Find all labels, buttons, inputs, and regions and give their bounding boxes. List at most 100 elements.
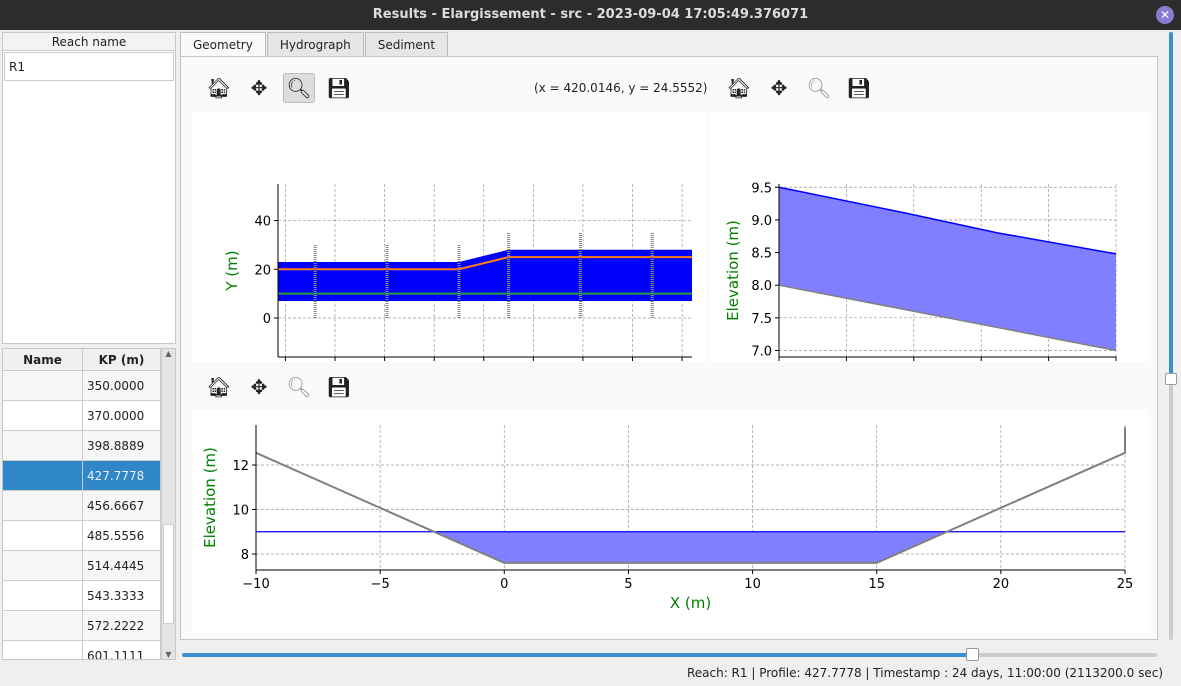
y-tick-label: 0 [263,312,271,327]
table-row[interactable]: 485.5556 [3,521,175,551]
reach-item[interactable]: R1 [4,52,174,81]
status-bar: Reach: R1 | Profile: 427.7778 | Timestam… [686,666,1163,680]
x-tick-label: 20 [993,577,1010,592]
cell-name[interactable] [3,371,83,400]
save-icon[interactable]: 💾︎ [326,375,352,399]
tab-sediment[interactable]: Sediment [364,32,449,57]
table-row[interactable]: 350.0000 [3,371,175,401]
x-tick-label: −5 [371,577,390,592]
y-tick-label: 8.0 [751,279,772,294]
y-tick-label: 8 [241,548,249,563]
move-icon[interactable]: ✥ [770,76,788,100]
long-profile-plot[interactable]: 020040060080010007.07.58.08.59.09.5KP (m… [710,112,1148,362]
x-tick-label: 25 [1117,577,1134,592]
cell-name[interactable] [3,641,83,659]
table-row[interactable]: 572.2222 [3,611,175,641]
time-slider[interactable] [182,648,1157,661]
tab-hydrograph[interactable]: Hydrograph [266,32,364,57]
cell-kp[interactable]: 572.2222 [83,611,161,640]
table-row[interactable]: 398.8889 [3,431,175,461]
bed-profile [255,427,1126,564]
y-tick-label: 20 [254,263,271,278]
cell-kp[interactable]: 370.0000 [83,401,161,430]
save-icon[interactable]: 💾︎ [846,76,872,100]
x-tick-label: 15 [868,577,885,592]
move-icon[interactable]: ✥ [250,375,268,399]
cell-name[interactable] [3,611,83,640]
plan-view-plot[interactable]: 28030032034036038040042044002040X (m)Y (… [192,112,706,362]
y-tick-label: 40 [254,215,271,230]
reach-list-header: Reach name [3,33,175,51]
cell-name[interactable] [3,461,83,490]
y-tick-label: 10 [232,504,249,519]
scrollbar-thumb[interactable] [163,524,174,624]
water-band [278,249,692,301]
water-area [434,531,947,563]
water-area [779,187,1116,351]
table-row[interactable]: 370.0000 [3,401,175,431]
column-header-name[interactable]: Name [3,349,83,370]
x-tick-label: 5 [624,577,632,592]
cell-kp[interactable]: 427.7778 [83,461,161,490]
y-axis-label: Elevation (m) [724,220,742,321]
cell-kp[interactable]: 350.0000 [83,371,161,400]
y-tick-label: 8.5 [751,247,772,262]
cell-kp[interactable]: 485.5556 [83,521,161,550]
y-axis-label: Y (m) [223,250,241,291]
water-line [778,186,1117,255]
cell-kp[interactable]: 514.4445 [83,551,161,580]
tab-geometry[interactable]: Geometry [180,32,266,57]
vertical-slider-handle[interactable] [1165,372,1177,385]
home-icon[interactable]: 🏠︎ [726,76,752,100]
y-tick-label: 9.0 [751,214,772,229]
y-tick-label: 7.5 [751,312,772,327]
center-line [278,256,692,271]
time-slider-handle[interactable] [965,648,979,661]
y-tick-label: 12 [232,459,249,474]
zoom-icon[interactable]: 🔍︎ [806,76,832,100]
table-scrollbar[interactable]: ▲ ▼ [161,349,175,659]
title-bar: Results - Elargissement - src - 2023-09-… [0,0,1181,30]
bed-line [778,284,1117,352]
vertical-slider[interactable] [1165,32,1177,640]
cell-name[interactable] [3,491,83,520]
table-row[interactable]: 514.4445 [3,551,175,581]
cell-name[interactable] [3,401,83,430]
table-row[interactable]: 601.1111 [3,641,175,659]
home-icon[interactable]: 🏠︎ [206,375,232,399]
close-icon[interactable]: ✕ [1156,6,1174,24]
table-row[interactable]: 456.6667 [3,491,175,521]
cell-kp[interactable]: 456.6667 [83,491,161,520]
cell-kp[interactable]: 398.8889 [83,431,161,460]
table-row[interactable]: 543.3333 [3,581,175,611]
cross-section-plot[interactable]: −10 −5 0 5 10 15 20 25 8 10 12 X (m) Elevation (m) [192,410,1148,632]
plot-toolbar-3: 🏠︎ ✥ 🔍︎ 💾︎ [199,370,359,404]
cell-name[interactable] [3,581,83,610]
cell-name[interactable] [3,521,83,550]
table-row[interactable]: 427.7778 [3,461,175,491]
plot-toolbar-2: 🏠︎ ✥ 🔍︎ 💾︎ [719,71,879,105]
column-header-kp[interactable]: KP (m) [83,349,161,370]
window-title: Results - Elargissement - src - 2023-09-… [372,7,809,22]
move-icon[interactable]: ✥ [250,76,268,100]
plot-toolbar-1: 🏠︎ ✥ 🔍︎ 💾︎ [199,71,699,105]
y-axis-label: Elevation (m) [201,447,219,548]
tab-bar: Geometry Hydrograph Sediment [180,32,449,57]
cell-kp[interactable]: 543.3333 [83,581,161,610]
cell-name[interactable] [3,551,83,580]
zoom-icon[interactable]: 🔍︎ [286,375,312,399]
y-tick-label: 7.0 [751,344,772,359]
home-icon[interactable]: 🏠︎ [206,76,232,100]
x-axis-label: X (m) [670,594,711,612]
cursor-coordinates: (x = 420.0146, y = 24.5552) [534,81,708,95]
cell-name[interactable] [3,431,83,460]
profile-table: Name KP (m) 350.0000 370.0000 398.8889 427.7… [2,348,176,660]
x-tick-label: 10 [744,577,761,592]
x-tick-label: 0 [500,577,508,592]
reach-list: Reach name R1 [2,32,176,344]
geometry-panel: 🏠︎ ✥ 🔍︎ 💾︎ (x = 420.0146, y = 24.5552) 🏠︎ ✥ 🔍… [180,56,1158,640]
y-tick-label: 9.5 [751,181,772,196]
cell-kp[interactable]: 601.1111 [83,641,161,659]
save-icon[interactable]: 💾︎ [326,76,352,100]
zoom-icon[interactable]: 🔍︎ [283,73,315,103]
